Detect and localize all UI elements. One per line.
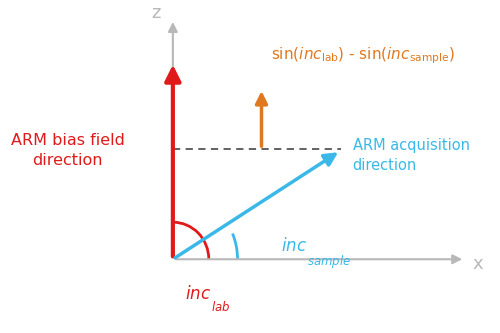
Text: x: x — [472, 255, 483, 273]
Text: ARM acquisition
direction: ARM acquisition direction — [352, 138, 470, 173]
Text: ARM bias field
direction: ARM bias field direction — [10, 133, 124, 168]
Text: $\it{inc}$: $\it{inc}$ — [280, 237, 306, 255]
Text: $\it{lab}$: $\it{lab}$ — [211, 300, 231, 314]
Text: $\it{inc}$: $\it{inc}$ — [185, 285, 211, 303]
Text: $\it{sample}$: $\it{sample}$ — [307, 253, 351, 270]
Text: z: z — [152, 4, 161, 22]
Text: sin($\it{inc}_{\rm{lab}}$) - sin($\it{inc}_{\rm{sample}}$): sin($\it{inc}_{\rm{lab}}$) - sin($\it{in… — [271, 45, 455, 66]
